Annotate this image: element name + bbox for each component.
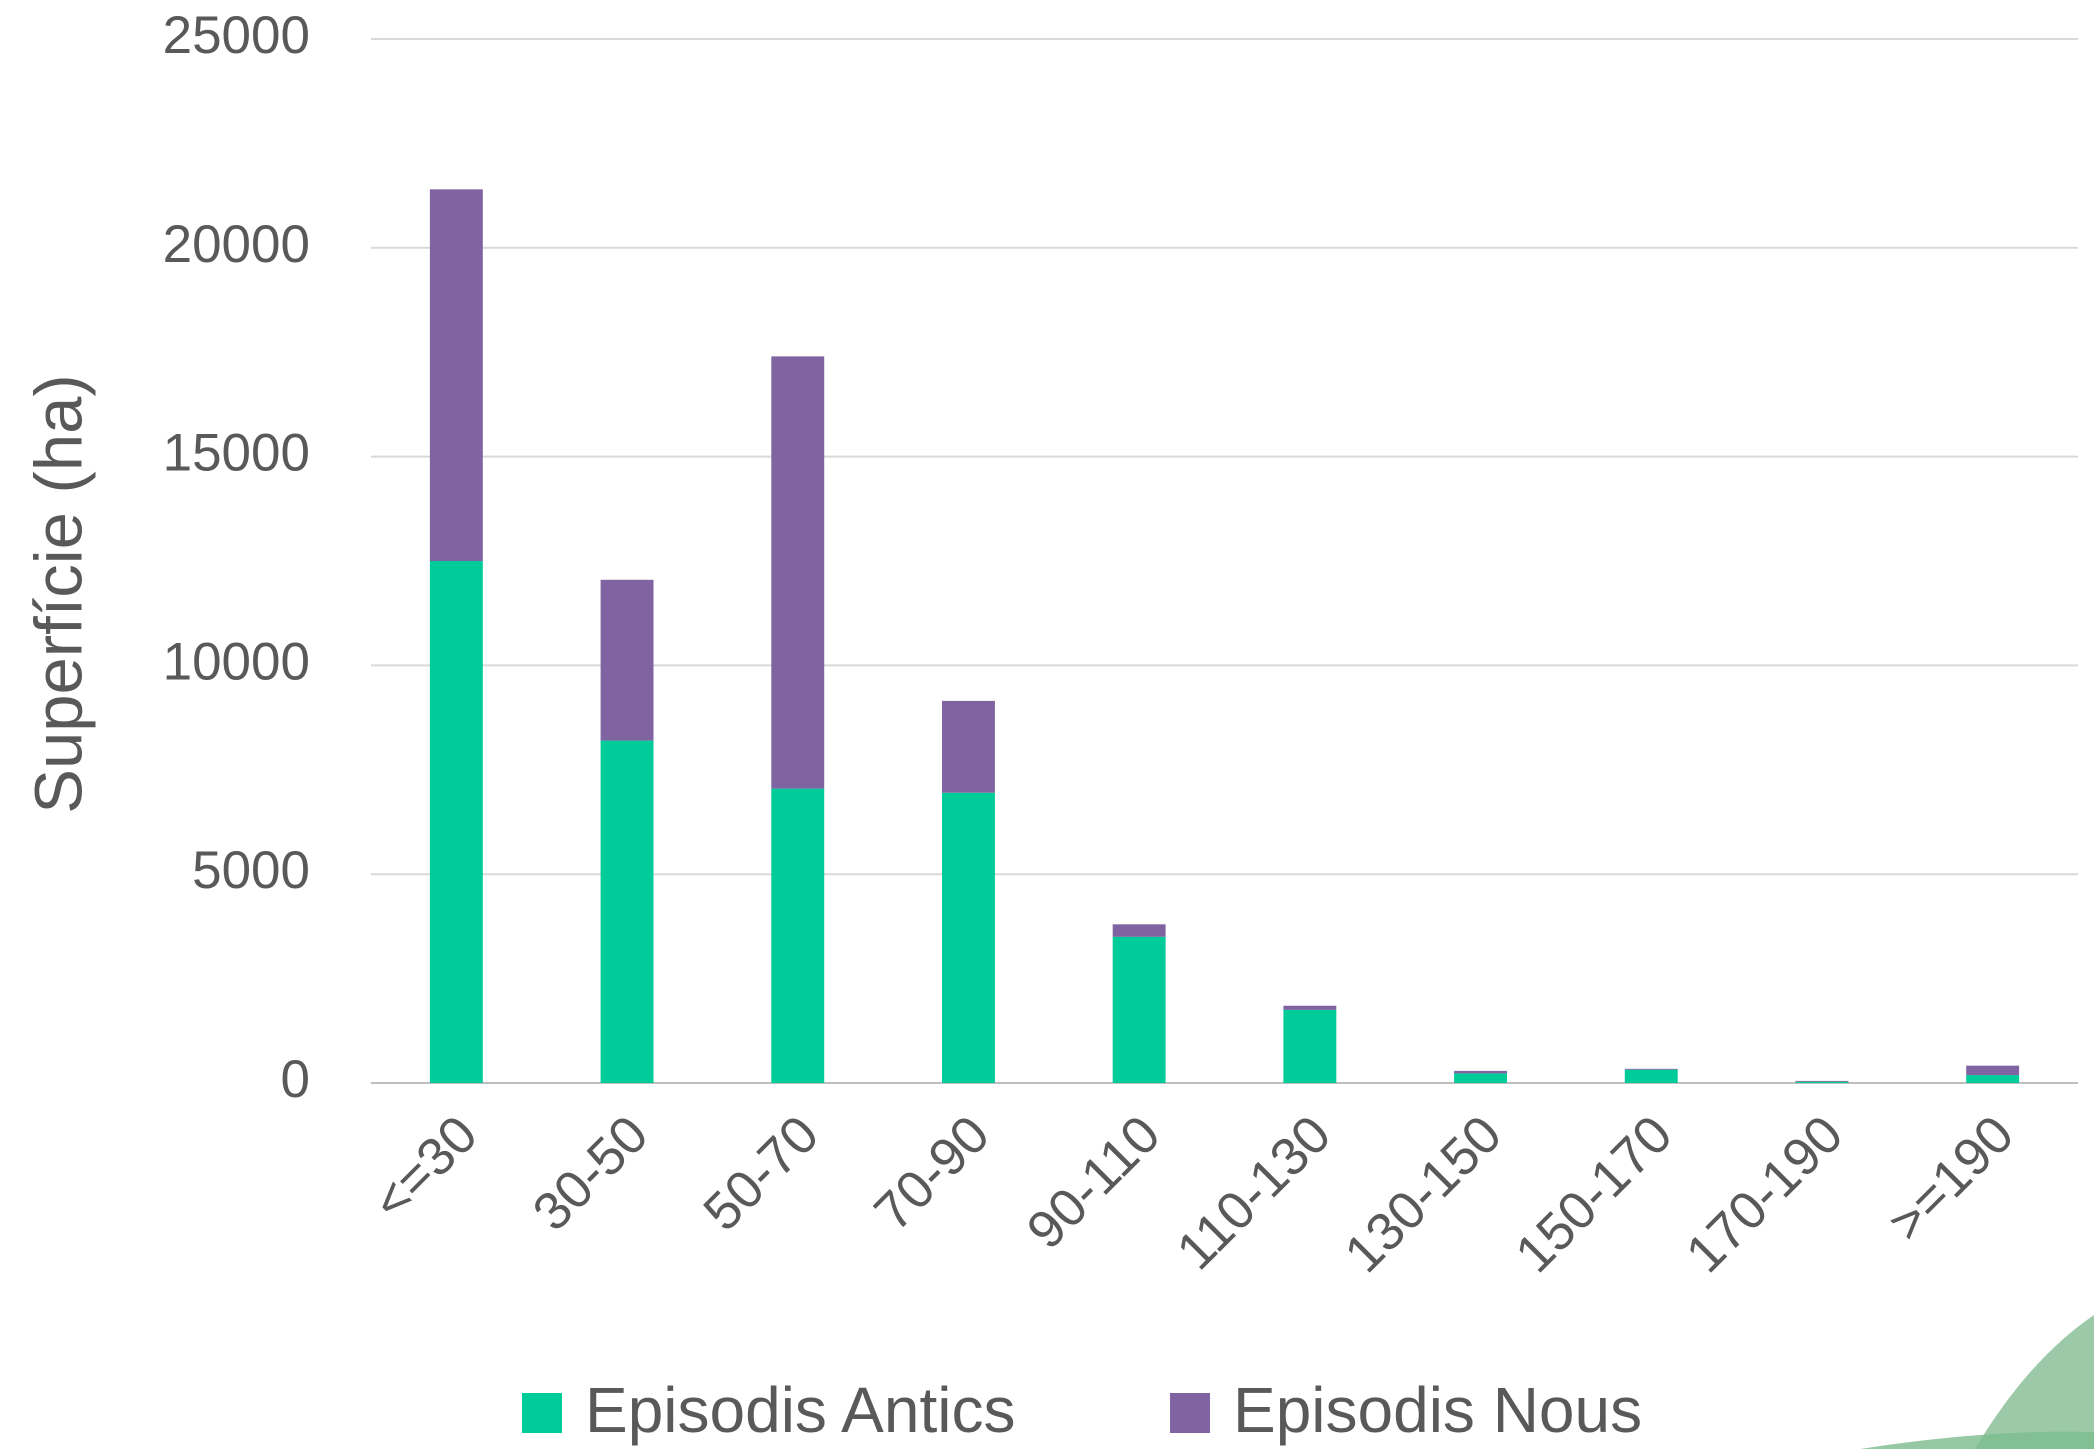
x-tick-label: 150-170 xyxy=(1504,1105,1683,1284)
x-tick-label: 170-190 xyxy=(1675,1105,1854,1284)
bar-segment xyxy=(1112,936,1166,1083)
x-tick-label: 50-70 xyxy=(693,1105,831,1243)
bar-segment xyxy=(771,788,825,1083)
bar-segment xyxy=(1624,1068,1678,1070)
x-tick-label: 110-130 xyxy=(1166,1105,1342,1281)
bar-segment xyxy=(1624,1069,1678,1083)
legend-label: Episodis Nous xyxy=(1233,1374,1642,1446)
bar-segment xyxy=(1112,924,1166,937)
bar-segment xyxy=(1283,1005,1337,1010)
bar-segment xyxy=(941,792,995,1083)
bar-segment xyxy=(1966,1065,2020,1076)
decoration xyxy=(1975,1315,2094,1449)
y-tick-label: 10000 xyxy=(163,632,310,691)
legend-swatch xyxy=(1170,1393,1210,1433)
bar-segment xyxy=(600,579,654,741)
bar-segment xyxy=(600,740,654,1083)
bar-segment xyxy=(771,356,825,789)
x-tick-label: 30-50 xyxy=(522,1105,660,1243)
bar-segment xyxy=(1454,1070,1508,1074)
bar-segment xyxy=(1795,1080,1849,1082)
bar-segment xyxy=(1454,1073,1508,1083)
y-axis-title: Superfície (ha) xyxy=(22,374,97,813)
legend-label: Episodis Antics xyxy=(585,1374,1015,1446)
y-tick-label: 20000 xyxy=(163,215,310,274)
y-tick-label: 15000 xyxy=(163,424,310,483)
bar-segment xyxy=(1966,1075,2020,1083)
x-tick-label: <=30 xyxy=(362,1105,489,1232)
x-tick-label: >=190 xyxy=(1877,1105,2025,1253)
x-tick-label: 90-110 xyxy=(1016,1105,1172,1261)
bar-segment xyxy=(429,561,483,1083)
bar-segment xyxy=(429,189,483,561)
y-tick-label: 5000 xyxy=(192,841,310,900)
legend-swatch xyxy=(522,1393,562,1433)
x-tick-label: 70-90 xyxy=(863,1105,1001,1243)
bar-segment xyxy=(1283,1009,1337,1083)
y-tick-label: 0 xyxy=(281,1050,310,1109)
decoration xyxy=(1860,1431,2094,1449)
y-tick-label: 25000 xyxy=(163,6,310,65)
bar-segment xyxy=(1795,1081,1849,1083)
bar-segment xyxy=(941,700,995,793)
x-tick-label: 130-150 xyxy=(1334,1105,1513,1284)
